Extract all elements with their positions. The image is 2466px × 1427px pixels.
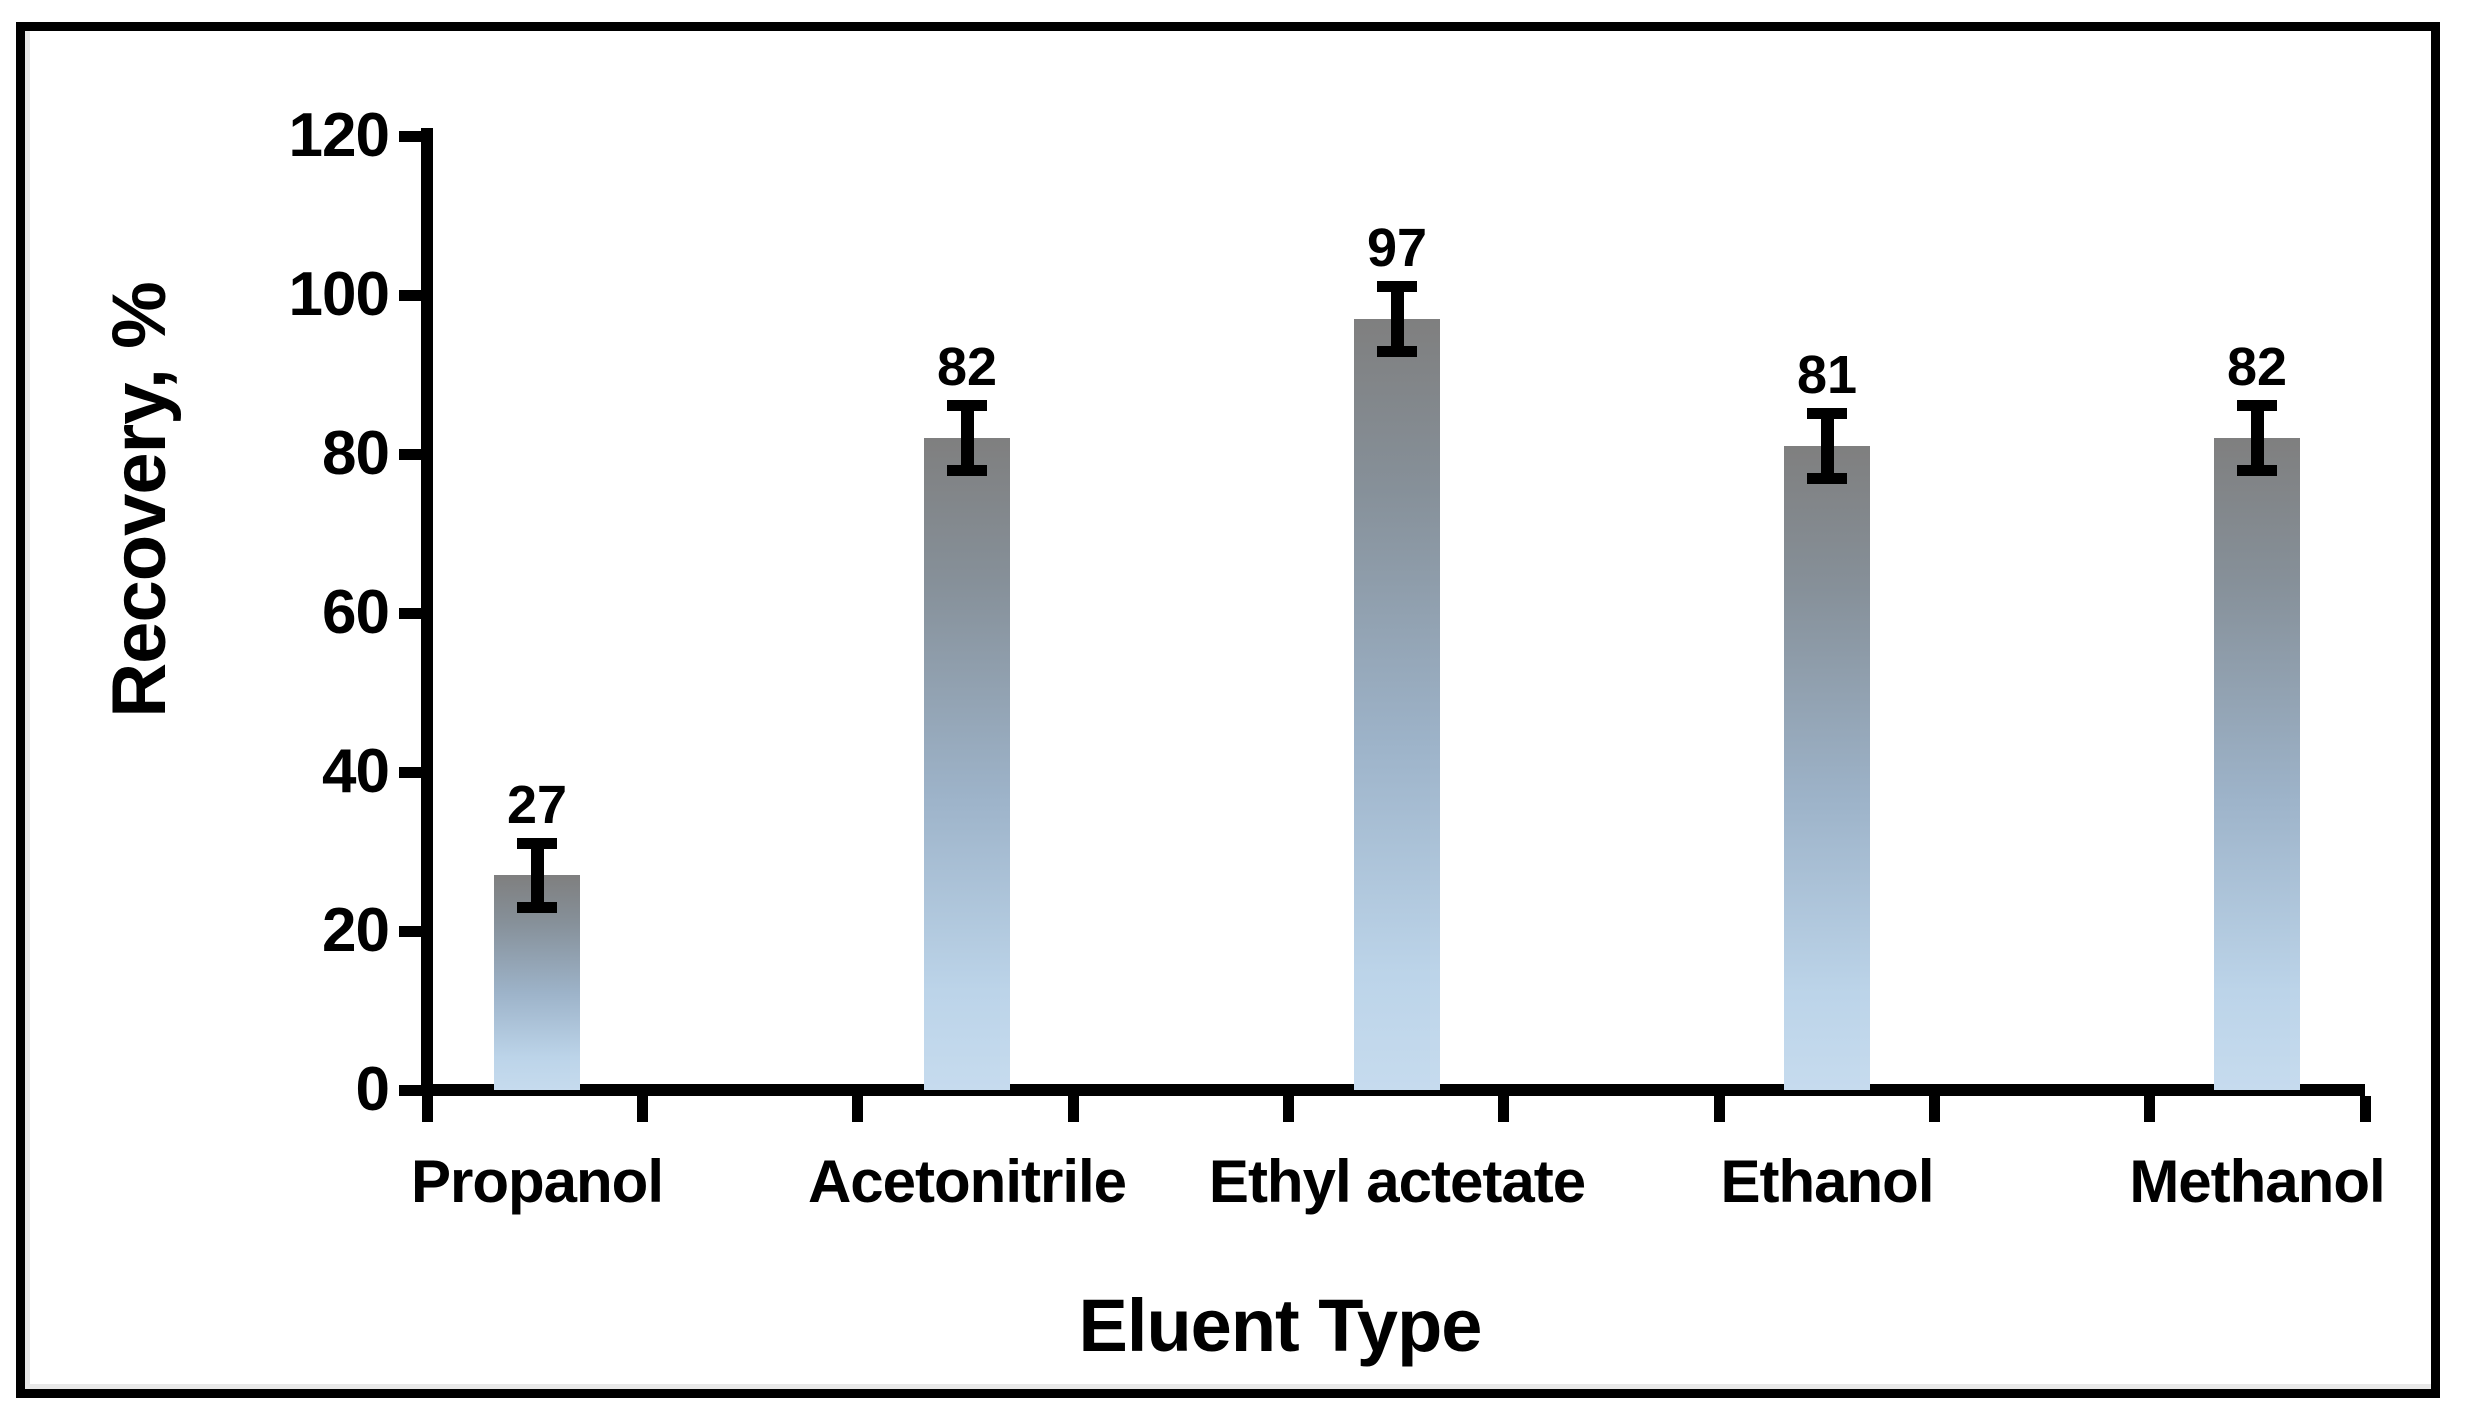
error-bar-top-cap: [947, 400, 987, 412]
error-bar-bottom-cap: [2237, 464, 2277, 476]
x-axis-title: Eluent Type: [1078, 1284, 1483, 1367]
error-bar-line: [1820, 413, 1834, 479]
x-category-label-acetonitrile: Acetonitrile: [807, 1148, 1127, 1215]
x-tick: [2359, 1096, 2371, 1122]
bar-value-label: 81: [1796, 345, 1858, 406]
y-tick-label: 60: [322, 578, 390, 647]
y-tick: [399, 130, 421, 142]
chart-frame: [16, 22, 2440, 1398]
x-category-label-methanol: Methanol: [2129, 1148, 2385, 1215]
error-bar-bottom-cap: [1377, 345, 1417, 357]
x-tick: [1928, 1096, 1940, 1122]
x-category-label-ethyl-actetate: Ethyl actetate: [1208, 1148, 1586, 1215]
y-tick: [399, 925, 421, 937]
error-bar-bottom-cap: [947, 464, 987, 476]
x-tick: [852, 1096, 864, 1122]
y-tick-label: 100: [288, 260, 390, 329]
error-bar-bottom-cap: [517, 902, 557, 914]
error-bar-line: [530, 842, 544, 909]
bar-value-label: 27: [506, 774, 568, 835]
y-tick: [399, 448, 421, 460]
bar-methanol: [2214, 438, 2300, 1090]
error-bar-top-cap: [2237, 400, 2277, 412]
y-axis: [421, 128, 433, 1096]
x-tick: [1067, 1096, 1079, 1122]
y-tick: [399, 607, 421, 619]
x-axis: [421, 1084, 2365, 1096]
x-tick: [2144, 1096, 2156, 1122]
bar-value-label: 82: [936, 337, 998, 398]
bar-value-label: 97: [1366, 218, 1428, 279]
bar-value-label: 82: [2226, 337, 2288, 398]
y-tick: [399, 1084, 421, 1096]
y-tick: [399, 289, 421, 301]
y-tick-label: 120: [288, 101, 390, 170]
y-tick-label: 80: [322, 419, 390, 488]
bar-ethanol: [1784, 446, 1870, 1090]
x-tick: [1713, 1096, 1725, 1122]
error-bar-top-cap: [1377, 281, 1417, 293]
x-category-label-propanol: Propanol: [410, 1148, 664, 1215]
y-tick-label: 0: [355, 1055, 390, 1124]
x-tick: [421, 1096, 433, 1122]
y-axis-title: Recovery, %: [97, 282, 182, 718]
y-tick-label: 40: [322, 737, 390, 806]
error-bar-line: [2250, 405, 2264, 471]
x-tick: [1498, 1096, 1510, 1122]
y-tick-label: 20: [322, 896, 390, 965]
bar-ethyl-actetate: [1354, 318, 1440, 1090]
y-tick: [399, 766, 421, 778]
error-bar-top-cap: [517, 837, 557, 849]
x-tick: [636, 1096, 648, 1122]
error-bar-top-cap: [1807, 408, 1847, 420]
x-tick: [1282, 1096, 1294, 1122]
bar-acetonitrile: [924, 438, 1010, 1090]
error-bar-bottom-cap: [1807, 472, 1847, 484]
error-bar-line: [1390, 286, 1404, 352]
error-bar-line: [960, 405, 974, 471]
x-category-label-ethanol: Ethanol: [1720, 1148, 1935, 1215]
